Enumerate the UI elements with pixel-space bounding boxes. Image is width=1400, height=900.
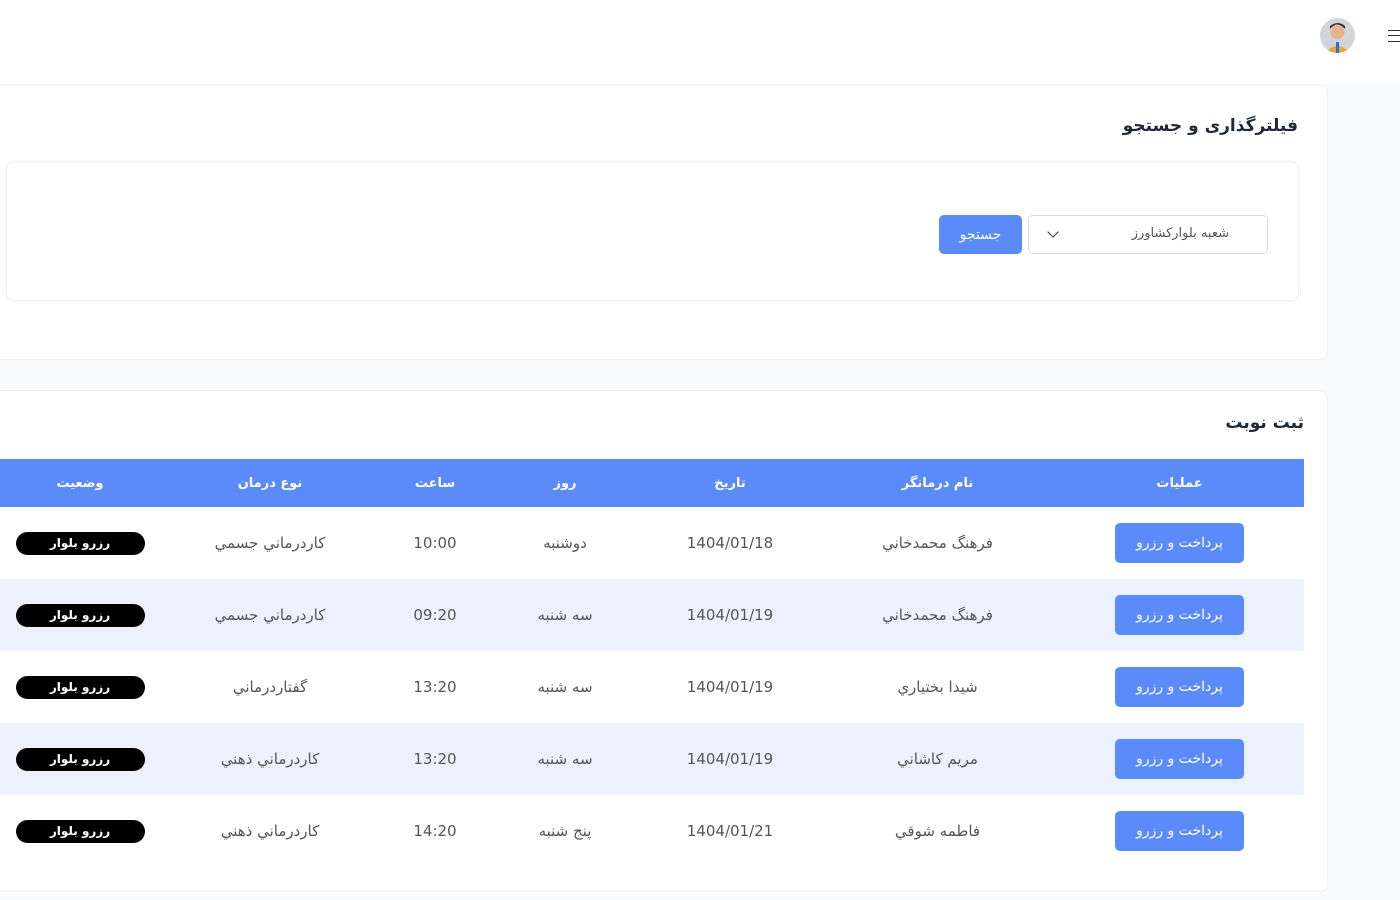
table-row: پرداخت و رزرو فاطمه شوقي 1404/01/21 پنج شنب… (0, 795, 1304, 867)
column-header-actions: عملیات (1055, 459, 1304, 507)
pay-and-reserve-button[interactable]: پرداخت و رزرو (1115, 523, 1244, 563)
pay-and-reserve-button[interactable]: پرداخت و رزرو (1115, 595, 1244, 635)
type-cell: كاردرماني جسمي (214, 534, 326, 552)
top-bar (0, 0, 1400, 84)
therapist-cell: مريم كاشاني (820, 723, 1055, 795)
branch-select[interactable]: شعبه بلوارکشاورز (1028, 215, 1268, 254)
date-cell: 1404/01/19 (640, 723, 820, 795)
user-avatar[interactable] (1320, 18, 1355, 53)
date-cell: 1404/01/19 (686, 678, 774, 696)
search-button[interactable]: جستجو (939, 215, 1022, 254)
date-cell: 1404/01/18 (686, 534, 774, 552)
day-cell: سه شنبه (490, 579, 640, 651)
therapist-cell: فرهنگ محمدخاني (820, 579, 1055, 651)
table-row: پرداخت و رزرو فرهنگ محمدخاني 1404/01/19 سه … (0, 579, 1304, 651)
status-badge: رزرو بلوار (15, 531, 145, 555)
booking-title: ثبت نوبت (1225, 413, 1304, 433)
therapist-cell: شيدا بختياري (897, 678, 978, 696)
column-header-date: تاریخ (640, 459, 820, 507)
therapist-cell: فرهنگ محمدخاني (882, 534, 993, 552)
avatar-icon (1325, 23, 1350, 53)
type-cell: كاردرماني ذهني (220, 822, 320, 840)
type-cell: گفتاردرماني (232, 678, 308, 696)
appointments-table: عملیات نام درمانگر تاریخ روز ساعت نوع در… (0, 459, 1304, 867)
table-header: عملیات نام درمانگر تاریخ روز ساعت نوع در… (0, 459, 1304, 507)
time-cell: 09:20 (380, 579, 490, 651)
table-row: پرداخت و رزرو فرهنگ محمدخاني 1404/01/18 دوش… (0, 507, 1304, 579)
day-cell: دوشنبه (543, 534, 587, 552)
pay-and-reserve-button[interactable]: پرداخت و رزرو (1115, 811, 1244, 851)
type-cell: كاردرماني ذهني (160, 723, 380, 795)
time-cell: 13:20 (413, 678, 457, 696)
therapist-cell: فاطمه شوقي (894, 822, 981, 840)
column-header-status: وضعیت (0, 459, 160, 507)
date-cell: 1404/01/21 (686, 822, 774, 840)
day-cell: سه شنبه (490, 723, 640, 795)
day-cell: سه شنبه (537, 678, 593, 696)
chevron-down-icon (1047, 226, 1059, 238)
date-cell: 1404/01/19 (640, 579, 820, 651)
time-cell: 13:20 (380, 723, 490, 795)
pay-and-reserve-button[interactable]: پرداخت و رزرو (1115, 739, 1244, 779)
time-cell: 10:00 (413, 534, 457, 552)
type-cell: كاردرماني جسمي (160, 579, 380, 651)
status-badge: رزرو بلوار (15, 747, 145, 771)
status-badge: رزرو بلوار (15, 819, 145, 843)
column-header-therapist: نام درمانگر (820, 459, 1055, 507)
day-cell: پنج شنبه (538, 822, 592, 840)
table-row: پرداخت و رزرو مريم كاشاني 1404/01/19 سه شنب… (0, 723, 1304, 795)
table-row: پرداخت و رزرو شيدا بختياري 1404/01/19 سه شن… (0, 651, 1304, 723)
filter-title: فیلترگذاری و جستجو (1122, 116, 1298, 136)
column-header-time: ساعت (380, 459, 490, 507)
hamburger-menu-icon[interactable] (1388, 30, 1400, 42)
time-cell: 14:20 (413, 822, 457, 840)
column-header-day: روز (490, 459, 640, 507)
status-badge: رزرو بلوار (15, 675, 145, 699)
status-badge: رزرو بلوار (15, 603, 145, 627)
branch-select-value: شعبه بلوارکشاورز (1131, 226, 1229, 241)
pay-and-reserve-button[interactable]: پرداخت و رزرو (1115, 667, 1244, 707)
column-header-type: نوع درمان (160, 459, 380, 507)
